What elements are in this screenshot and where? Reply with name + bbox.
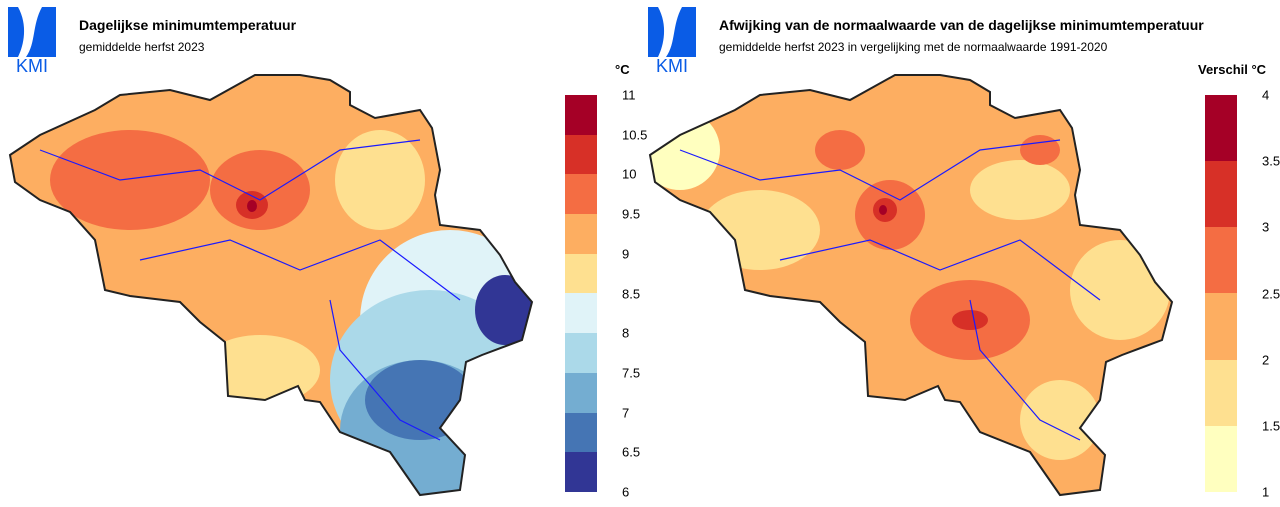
legend-tick-label: 1 <box>1262 484 1270 500</box>
legend-tick-label: 8.5 <box>622 286 641 301</box>
legend-color-bin <box>565 214 597 254</box>
map-subtitle: gemiddelde herfst 2023 in vergelijking m… <box>719 40 1108 54</box>
color-legend <box>565 95 597 492</box>
legend-color-bin <box>565 174 597 215</box>
legend-color-bin <box>565 293 597 334</box>
legend-color-bin <box>565 253 597 294</box>
map-title: Afwijking van de normaalwaarde van de da… <box>719 17 1204 33</box>
map-title: Dagelijkse minimumtemperatuur <box>79 17 297 33</box>
svg-text:KMI: KMI <box>656 56 688 73</box>
legend-tick-label: 9 <box>622 246 630 262</box>
legend-color-bin <box>1205 359 1237 426</box>
legend-tick-label: 10 <box>622 166 637 182</box>
map-subtitle: gemiddelde herfst 2023 <box>79 40 205 54</box>
legend-color-bin <box>565 95 597 135</box>
kmi-logo: KMI <box>648 7 696 73</box>
legend-tick-label: 7.5 <box>622 365 641 381</box>
legend-tick-label: 6.5 <box>622 444 641 460</box>
legend-color-bin <box>1205 227 1237 294</box>
legend-tick-label: 7 <box>622 405 630 421</box>
legend-tick-label: 2 <box>1262 352 1270 368</box>
legend-tick-label: 10.5 <box>622 127 648 143</box>
legend-tick-label: 1.5 <box>1262 418 1280 434</box>
legend-unit: Verschil °C <box>1198 62 1267 77</box>
svg-text:KMI: KMI <box>16 56 48 73</box>
legend-color-bin <box>1205 161 1237 228</box>
legend-color-bin <box>565 134 597 175</box>
legend-tick-label: 6 <box>622 484 630 500</box>
color-legend <box>1205 95 1237 492</box>
kmi-logo: KMI <box>8 7 56 73</box>
legend-color-bin <box>1205 293 1237 360</box>
min-temperature-panel: KMI Dagelijkse minimumtemperatuur gemidd… <box>8 7 647 500</box>
belgium-map <box>648 74 1174 497</box>
legend-tick-label: 4 <box>1262 87 1270 103</box>
legend-color-bin <box>565 452 597 492</box>
legend-color-bin <box>1205 425 1237 492</box>
legend-color-bin <box>1205 95 1237 162</box>
legend-tick-label: 3 <box>1262 219 1270 235</box>
legend-tick-label: 3.5 <box>1262 153 1280 169</box>
belgium-map <box>8 74 534 497</box>
legend-unit: °C <box>615 62 630 77</box>
legend-tick-label: 9.5 <box>622 206 641 222</box>
legend-tick-label: 8 <box>622 325 630 341</box>
legend-color-bin <box>565 412 597 453</box>
legend-color-bin <box>565 333 597 373</box>
legend-tick-label: 2.5 <box>1262 286 1280 301</box>
legend-color-bin <box>565 372 597 413</box>
anomaly-panel: KMI Afwijking van de normaalwaarde van d… <box>640 0 1280 507</box>
legend-tick-label: 11 <box>622 87 636 103</box>
